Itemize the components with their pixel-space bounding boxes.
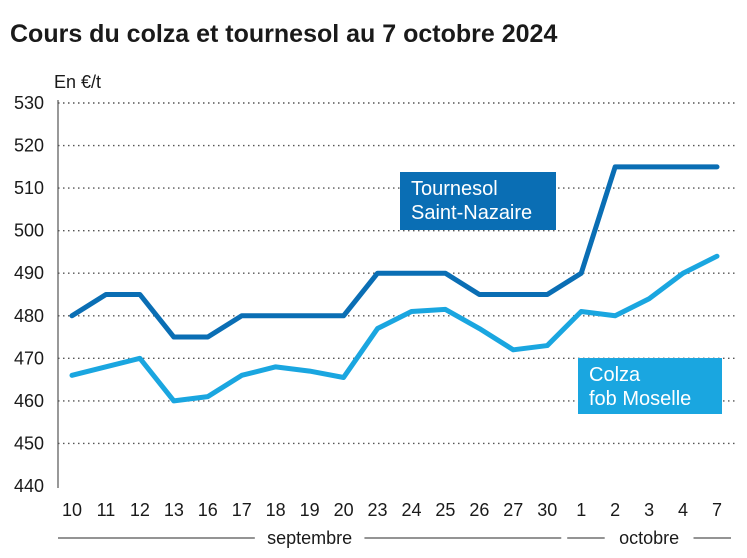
series-label: Colza xyxy=(589,364,641,386)
y-tick-label: 480 xyxy=(14,306,44,326)
y-tick-label: 530 xyxy=(14,93,44,113)
x-tick-label: 26 xyxy=(469,500,489,520)
series-lines xyxy=(69,164,720,404)
y-tick-label: 500 xyxy=(14,221,44,241)
x-tick-label: 17 xyxy=(232,500,252,520)
x-tick-label: 25 xyxy=(435,500,455,520)
chart-title: Cours du colza et tournesol au 7 octobre… xyxy=(10,20,557,48)
x-tick-label: 7 xyxy=(712,500,722,520)
x-tick-label: 27 xyxy=(503,500,523,520)
x-tick-label: 24 xyxy=(401,500,421,520)
x-tick-label: 12 xyxy=(130,500,150,520)
x-tick-label: 1 xyxy=(576,500,586,520)
x-tick-label: 3 xyxy=(644,500,654,520)
y-tick-label: 490 xyxy=(14,263,44,283)
month-labels: septembre octobre xyxy=(58,528,731,548)
x-axis-ticks: 10 11 12 13 16 17 18 19 20 23 24 25 26 27 30 1 2 3 4 7 xyxy=(62,500,722,520)
series-label: fob Moselle xyxy=(589,388,691,410)
series-line xyxy=(69,253,720,404)
x-tick-label: 13 xyxy=(164,500,184,520)
series-label: Tournesol xyxy=(411,178,498,200)
x-tick-label: 18 xyxy=(266,500,286,520)
x-tick-label: 10 xyxy=(62,500,82,520)
y-axis-ticks: 440 450 460 470 480 490 500 510 520 530 xyxy=(14,93,44,496)
y-tick-label: 520 xyxy=(14,136,44,156)
x-tick-label: 2 xyxy=(610,500,620,520)
x-tick-label: 19 xyxy=(300,500,320,520)
y-tick-label: 450 xyxy=(14,433,44,453)
month-label: octobre xyxy=(619,528,679,548)
y-axis-unit-label: En €/t xyxy=(54,72,101,92)
x-tick-label: 30 xyxy=(537,500,557,520)
y-tick-label: 440 xyxy=(14,476,44,496)
x-tick-label: 4 xyxy=(678,500,688,520)
y-tick-label: 510 xyxy=(14,178,44,198)
x-tick-label: 20 xyxy=(334,500,354,520)
month-label: septembre xyxy=(267,528,352,548)
x-tick-label: 16 xyxy=(198,500,218,520)
series-line xyxy=(69,164,720,340)
x-tick-label: 11 xyxy=(97,500,116,520)
series-label-box xyxy=(578,358,722,414)
x-tick-label: 23 xyxy=(368,500,388,520)
y-tick-label: 470 xyxy=(14,348,44,368)
y-tick-label: 460 xyxy=(14,391,44,411)
series-label: Saint-Nazaire xyxy=(411,202,532,224)
series-label-box xyxy=(400,172,556,230)
